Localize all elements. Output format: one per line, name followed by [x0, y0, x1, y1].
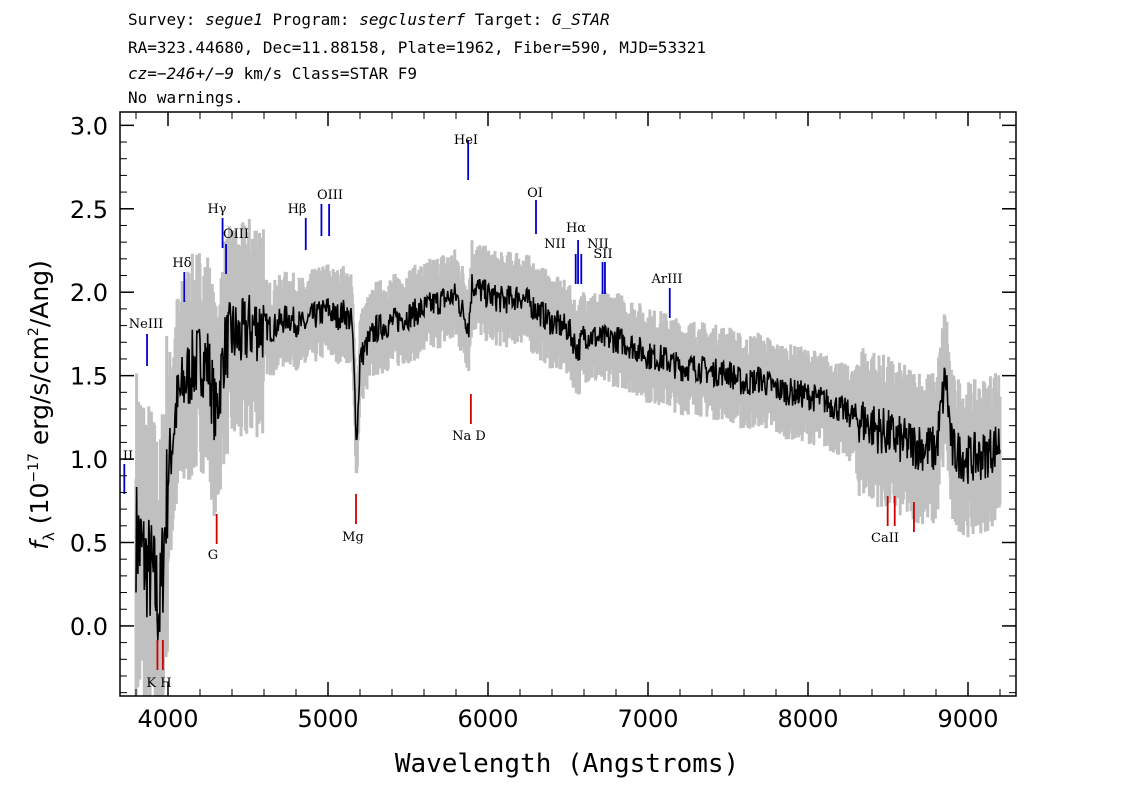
x-tick-label: 5000 — [297, 705, 358, 733]
y-tick-label: 0.0 — [70, 613, 108, 641]
y-label-sq: 2 — [26, 327, 42, 336]
spectral-line-label: ArIII — [650, 272, 682, 287]
x-tick-label: 9000 — [937, 705, 998, 733]
x-tick-label: 8000 — [777, 705, 838, 733]
spectral-line-label: HeI — [454, 133, 478, 148]
x-tick-label: 7000 — [617, 705, 678, 733]
spectral-line-label: OIII — [223, 227, 249, 242]
y-axis-ticks: 0.0 0.5 1.0 1.5 2.0 2.5 3.0 — [70, 112, 1016, 694]
spectral-line-label: NII — [587, 237, 609, 252]
spectral-line-label: K H — [146, 676, 171, 691]
spectral-line-label: Hα — [566, 221, 586, 236]
y-tick-label: 3.0 — [70, 112, 108, 140]
spectral-line-label: CaII — [871, 531, 899, 546]
plot-frame — [119, 111, 1017, 697]
target-value: G_STAR — [551, 10, 610, 29]
y-label-lambda: λ — [40, 532, 58, 541]
y-tick-label: 2.0 — [70, 279, 108, 307]
spectral-line-label: Hγ — [207, 202, 226, 217]
spectral-line-label: NeIII — [129, 317, 163, 332]
flux-series-line — [135, 274, 1001, 641]
spectral-line-label: NII — [544, 237, 566, 252]
survey-value: segue1 — [205, 10, 263, 29]
y-label-end: /Ang) — [25, 260, 54, 327]
header-line-3: cz=−246+/−9 km/s Class=STAR F9 — [128, 64, 417, 83]
spectral-line-label: G — [208, 548, 218, 563]
x-tick-label: 6000 — [457, 705, 518, 733]
x-axis-ticks: 4000 5000 6000 7000 8000 9000 — [135, 112, 1001, 733]
svg-text:fλ (10−17 erg/s/cm2/Ang): fλ (10−17 erg/s/cm2/Ang) — [25, 260, 58, 550]
x-axis-label: Wavelength (Angstroms) — [395, 749, 739, 779]
x-tick-label: 4000 — [137, 705, 198, 733]
program-value: segclusterf — [359, 10, 466, 29]
header-line-2: RA=323.44680, Dec=11.88158, Plate=1962, … — [128, 38, 706, 57]
error-band — [134, 219, 1002, 696]
header-line-4: No warnings. — [128, 88, 244, 107]
spectral-line-markers: HeIOIHγOIIIHβOIIIHδNeIIIIINIIHαNIISIIArI… — [123, 133, 915, 691]
y-label-rest: erg/s/cm — [25, 336, 54, 453]
spectral-line-label: II — [123, 449, 133, 464]
error-band-path — [134, 219, 1002, 696]
spectral-line-label: OIII — [317, 188, 343, 203]
y-tick-label: 2.5 — [70, 196, 108, 224]
cz-value: −246+/−9 — [156, 64, 234, 83]
y-tick-label: 0.5 — [70, 529, 108, 557]
y-tick-label: 1.0 — [70, 446, 108, 474]
header-line-1: Survey: segue1 Program: segclusterf Targ… — [128, 10, 610, 29]
spectral-line-label: OI — [527, 186, 543, 201]
spectral-line-label: SII — [593, 247, 612, 262]
spectral-line-label: Hδ — [172, 256, 191, 271]
spectral-line-label: Mg — [342, 530, 364, 545]
spectral-line-label: Hβ — [288, 202, 307, 217]
y-tick-label: 1.5 — [70, 363, 108, 391]
y-axis-label: fλ (10−17 erg/s/cm2/Ang) — [25, 260, 58, 550]
y-label-exp: −17 — [26, 453, 42, 483]
spectral-line-label: Na D — [452, 429, 486, 444]
y-label-units: (10 — [25, 483, 54, 533]
